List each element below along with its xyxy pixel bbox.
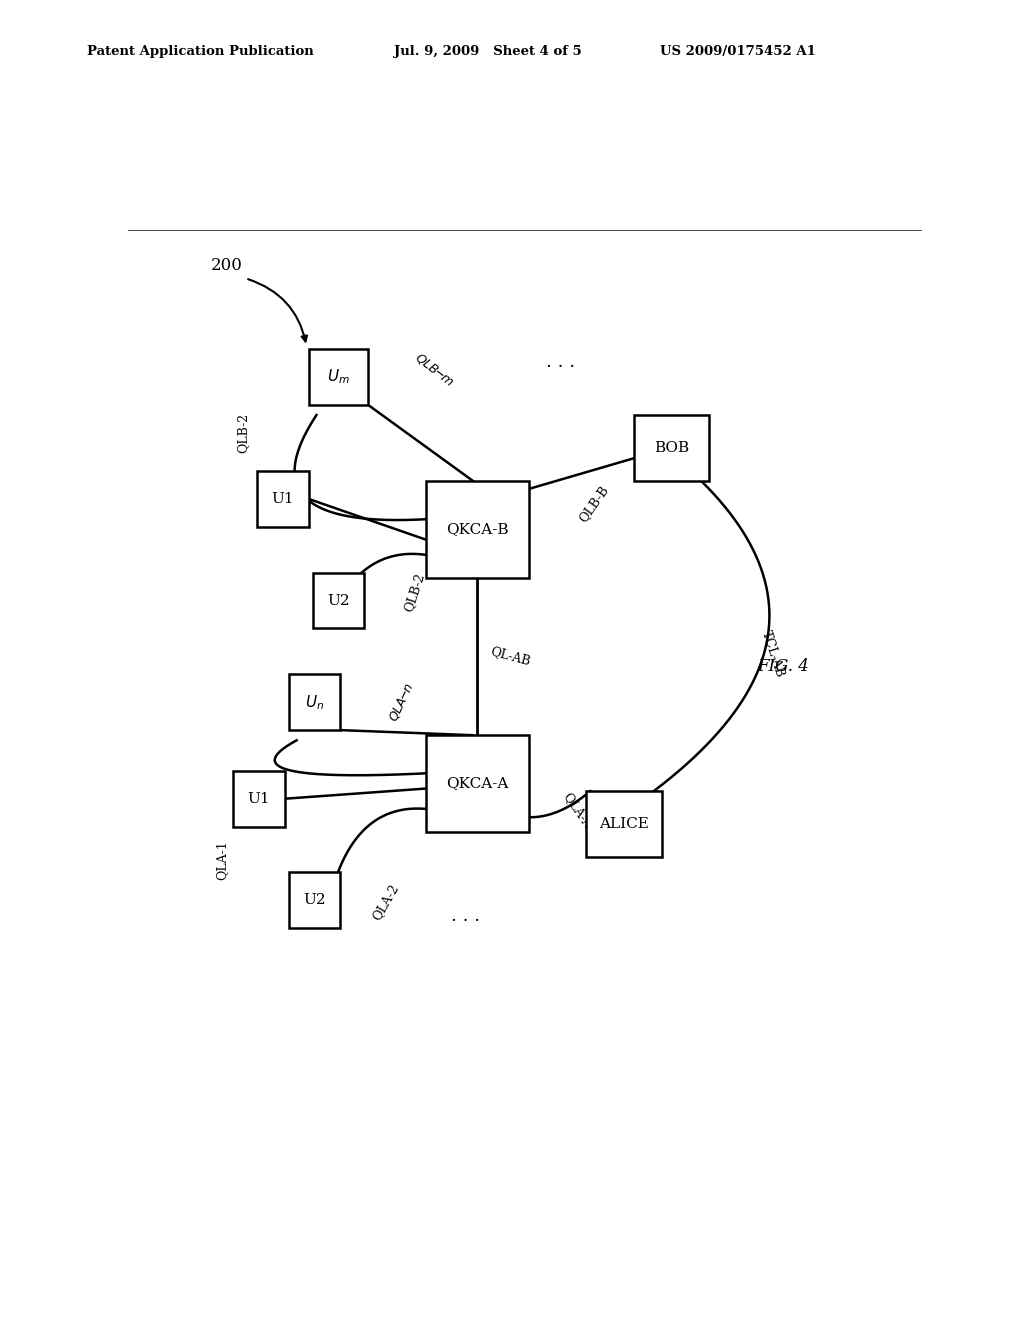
FancyBboxPatch shape (312, 573, 365, 628)
FancyBboxPatch shape (426, 480, 528, 578)
Text: QLA-2: QLA-2 (370, 882, 401, 923)
Text: U2: U2 (303, 894, 326, 907)
Text: $U_m$: $U_m$ (327, 367, 350, 387)
Text: $U_n$: $U_n$ (305, 693, 324, 711)
FancyBboxPatch shape (634, 414, 710, 480)
Text: $QLB\!\!-\!\!m$: $QLB\!\!-\!\!m$ (412, 350, 457, 389)
Text: . . .: . . . (546, 352, 575, 371)
FancyBboxPatch shape (289, 675, 340, 730)
Text: Patent Application Publication: Patent Application Publication (87, 45, 313, 58)
FancyBboxPatch shape (257, 471, 308, 527)
Text: QLA-1: QLA-1 (215, 840, 228, 879)
FancyBboxPatch shape (233, 771, 285, 826)
Text: TCL-AB: TCL-AB (759, 630, 786, 680)
FancyBboxPatch shape (587, 791, 662, 857)
FancyBboxPatch shape (308, 348, 368, 405)
Text: . . .: . . . (451, 907, 480, 924)
Text: QL-AB: QL-AB (489, 645, 532, 668)
Text: U1: U1 (248, 792, 270, 805)
Text: FIG. 4: FIG. 4 (757, 659, 809, 675)
Text: US 2009/0175452 A1: US 2009/0175452 A1 (660, 45, 816, 58)
Text: QLB-2: QLB-2 (237, 413, 250, 453)
FancyBboxPatch shape (426, 735, 528, 832)
Text: U1: U1 (271, 492, 294, 506)
Text: U2: U2 (327, 594, 349, 607)
FancyBboxPatch shape (289, 873, 340, 928)
Text: Jul. 9, 2009   Sheet 4 of 5: Jul. 9, 2009 Sheet 4 of 5 (394, 45, 582, 58)
Text: QKCA-B: QKCA-B (445, 523, 509, 536)
Text: $QLA\!\!-\!\!n$: $QLA\!\!-\!\!n$ (386, 680, 416, 723)
Text: QLA-A: QLA-A (560, 791, 595, 832)
Text: QKCA-A: QKCA-A (446, 776, 508, 791)
Text: ALICE: ALICE (599, 817, 649, 832)
Text: QLB-B: QLB-B (577, 483, 611, 525)
Text: BOB: BOB (654, 441, 689, 455)
Text: 200: 200 (211, 256, 243, 273)
Text: QLB-2: QLB-2 (401, 572, 427, 614)
